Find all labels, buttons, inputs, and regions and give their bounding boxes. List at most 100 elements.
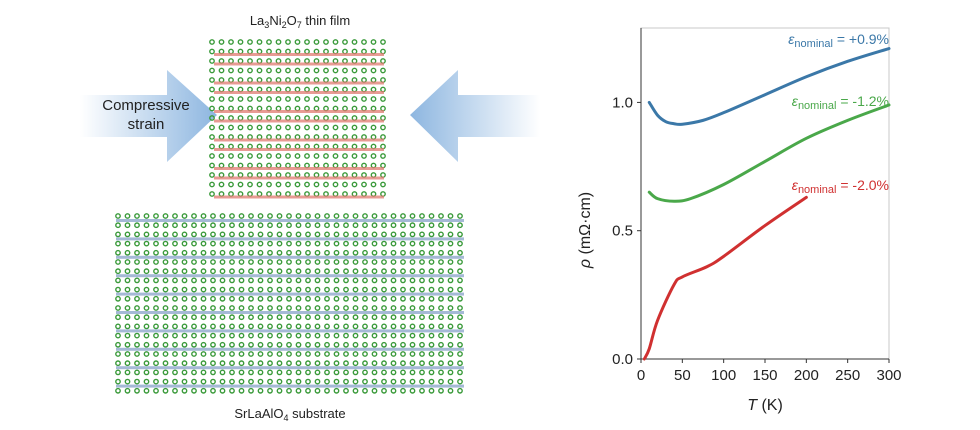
la-atom	[200, 231, 207, 238]
la-atom	[370, 96, 377, 102]
la-atom	[400, 249, 406, 256]
la-atom	[200, 240, 207, 247]
la-atom	[218, 67, 225, 74]
la-atom	[343, 268, 349, 275]
la-atom	[457, 378, 463, 385]
la-atom	[257, 277, 264, 284]
la-atom	[229, 341, 235, 348]
la-atom	[191, 231, 197, 238]
la-atom	[400, 369, 406, 376]
la-atom	[295, 360, 302, 367]
la-atom	[381, 213, 387, 219]
la-atom	[257, 231, 264, 238]
la-atom	[248, 341, 254, 348]
la-atom	[371, 231, 378, 238]
nio-layer	[214, 110, 384, 113]
la-atom	[248, 240, 254, 247]
la-atom	[115, 213, 121, 219]
la-atom	[305, 277, 311, 284]
la-atom	[381, 387, 387, 394]
la-atom	[209, 172, 215, 178]
la-atom	[162, 231, 169, 238]
la-atom	[276, 387, 283, 394]
la-atom	[305, 222, 311, 229]
la-atom	[229, 213, 235, 219]
la-atom	[419, 351, 425, 357]
la-atom	[352, 305, 359, 311]
la-atom	[134, 369, 140, 376]
la-atom	[209, 48, 215, 55]
la-atom	[267, 295, 273, 302]
la-atom	[400, 341, 406, 348]
la-atom	[200, 213, 207, 219]
la-atom	[210, 277, 216, 284]
la-atom	[352, 314, 359, 321]
la-atom	[200, 341, 207, 348]
la-atom	[191, 378, 197, 385]
la-atom	[285, 153, 291, 159]
la-atom	[219, 314, 226, 321]
la-atom	[267, 378, 273, 385]
la-atom	[314, 286, 321, 293]
la-atom	[276, 249, 283, 256]
la-atom	[419, 378, 425, 385]
la-atom	[210, 360, 216, 367]
la-atom	[200, 369, 207, 376]
la-atom	[143, 305, 150, 311]
la-atom	[210, 222, 216, 229]
la-atom	[153, 231, 159, 238]
la-atom	[428, 240, 435, 247]
la-atom	[390, 351, 397, 357]
la-atom	[162, 240, 169, 247]
la-atom	[228, 67, 234, 74]
la-atom	[295, 240, 302, 247]
la-atom	[267, 341, 273, 348]
la-atom	[134, 341, 140, 348]
la-atom	[333, 240, 340, 247]
strain-label-line2: strain	[128, 116, 165, 133]
la-atom	[276, 222, 283, 229]
la-atom	[400, 268, 406, 275]
la-atom	[324, 286, 330, 293]
la-atom	[362, 240, 368, 247]
la-atom	[134, 268, 140, 275]
la-atom	[457, 351, 463, 357]
la-atom	[162, 369, 169, 376]
la-atom	[124, 332, 131, 339]
la-atom	[305, 360, 311, 367]
la-atom	[381, 249, 387, 256]
la-atom	[172, 305, 178, 311]
la-atom	[457, 360, 463, 367]
la-atom	[371, 351, 378, 357]
la-atom	[248, 213, 254, 219]
la-atom	[219, 259, 226, 265]
la-atom	[267, 213, 273, 219]
la-atom	[267, 360, 273, 367]
la-atom	[314, 213, 321, 219]
la-atom	[457, 213, 463, 219]
la-atom	[238, 369, 245, 376]
la-atom	[305, 314, 311, 321]
la-atom	[228, 39, 234, 45]
la-atom	[134, 240, 140, 247]
la-atom	[371, 213, 378, 219]
la-atom	[276, 295, 283, 302]
la-atom	[181, 222, 188, 229]
la-atom	[409, 369, 416, 376]
la-atom	[370, 153, 377, 159]
la-atom	[447, 222, 454, 229]
la-atom	[343, 286, 349, 293]
la-atom	[438, 222, 444, 229]
la-atom	[153, 332, 159, 339]
la-atom	[200, 268, 207, 275]
la-atom	[115, 240, 121, 247]
la-atom	[324, 277, 330, 284]
la-atom	[333, 351, 340, 357]
la-atom	[276, 369, 283, 376]
la-atom	[295, 351, 302, 357]
la-atom	[143, 213, 150, 219]
la-atom	[124, 259, 131, 265]
la-atom	[333, 305, 340, 311]
la-atom	[333, 259, 340, 265]
la-atom	[134, 286, 140, 293]
